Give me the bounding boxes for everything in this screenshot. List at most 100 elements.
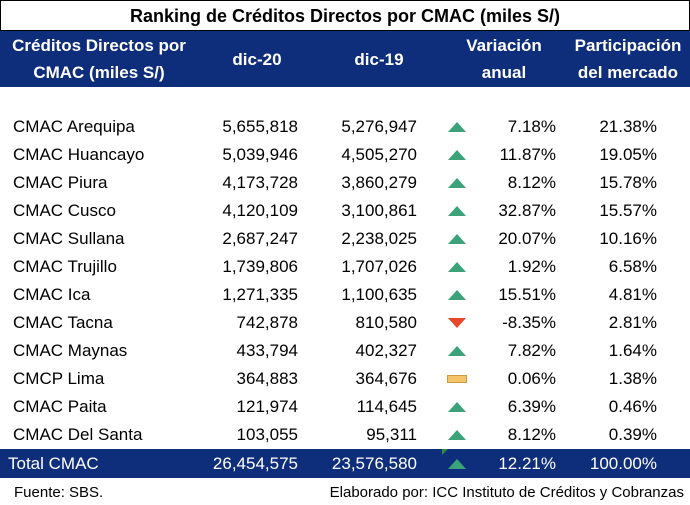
table-row: CMAC Paita 121,974 114,645 6.39% 0.46% — [0, 393, 690, 421]
cell-name: CMAC Arequipa — [13, 117, 135, 136]
up-icon — [448, 458, 466, 469]
total-name: Total CMAC — [8, 454, 99, 473]
flat-icon — [447, 375, 467, 383]
header-name: Créditos Directos por CMAC (miles S/) — [0, 31, 198, 87]
total-dic20: 26,454,575 — [212, 454, 298, 473]
cell-dic20: 1,739,806 — [222, 257, 298, 276]
cell-name: CMAC Sullana — [13, 229, 125, 248]
total-trend — [444, 449, 470, 478]
cell-trend — [444, 421, 470, 449]
cell-dic19: 5,276,947 — [341, 117, 417, 136]
cell-dic19: 114,645 — [356, 397, 417, 416]
footer: Fuente: SBS. Elaborado por: ICC Institut… — [0, 480, 690, 505]
cell-part: 1.64% — [608, 341, 657, 360]
cell-dic20: 1,271,335 — [222, 285, 298, 304]
table-row: CMAC Arequipa 5,655,818 5,276,947 7.18% 21.3… — [0, 113, 690, 141]
header-dic20: dic-20 — [232, 49, 282, 69]
cell-part: 10.16% — [599, 229, 657, 248]
table-row: CMAC Tacna 742,878 810,580 -8.35% 2.81% — [0, 309, 690, 337]
table-title: Ranking de Créditos Directos por CMAC (m… — [0, 0, 690, 31]
cell-dic20: 742,878 — [236, 313, 298, 332]
cell-dic20: 433,794 — [236, 341, 298, 360]
cell-dic20: 4,173,728 — [222, 173, 298, 192]
cell-trend — [444, 337, 470, 365]
cell-trend — [444, 113, 470, 141]
up-icon — [448, 178, 466, 188]
table-row: CMAC Cusco 4,120,109 3,100,861 32.87% 15.57% — [0, 197, 690, 225]
cell-name: CMAC Del Santa — [13, 425, 143, 444]
cell-name: CMAC Cusco — [13, 201, 116, 220]
header-dic19: dic-19 — [354, 49, 404, 69]
cell-trend — [444, 169, 470, 197]
cell-dic19: 2,238,025 — [341, 229, 417, 248]
cell-dic19: 3,100,861 — [341, 201, 417, 220]
up-icon — [448, 150, 466, 160]
cell-var: 0.06% — [507, 369, 556, 388]
cell-part: 1.38% — [608, 369, 657, 388]
cell-var: 8.12% — [507, 173, 556, 192]
header-var-line1: Variación — [466, 36, 542, 55]
header-participacion: Participación del mercado — [566, 31, 690, 87]
table-row: CMAC Trujillo 1,739,806 1,707,026 1.92% 6.58… — [0, 253, 690, 281]
source-note: Fuente: SBS. — [14, 484, 104, 501]
credit-note: Elaborado por: ICC Instituto de Créditos… — [329, 484, 684, 501]
cell-part: 21.38% — [599, 117, 657, 136]
cell-name: CMAC Trujillo — [13, 257, 117, 276]
table-header: Créditos Directos por CMAC (miles S/) dic… — [0, 31, 690, 87]
cell-part: 0.46% — [608, 397, 657, 416]
cell-var: 1.92% — [507, 257, 556, 276]
up-icon — [448, 290, 466, 300]
cell-trend — [444, 253, 470, 281]
cell-var: 7.18% — [507, 117, 556, 136]
cell-trend — [444, 197, 470, 225]
cell-name: CMAC Maynas — [13, 341, 128, 360]
header-part-line2: del mercado — [577, 63, 679, 82]
cell-dic19: 1,707,026 — [341, 257, 417, 276]
cell-name: CMCP Lima — [13, 369, 105, 388]
up-icon — [448, 206, 466, 216]
table-row: CMAC Ica 1,271,335 1,100,635 15.51% 4.81% — [0, 281, 690, 309]
cell-var: 20.07% — [498, 229, 556, 248]
cell-name: CMAC Tacna — [13, 313, 113, 332]
total-dic19: 23,576,580 — [331, 454, 417, 473]
table-row: CMAC Piura 4,173,728 3,860,279 8.12% 15.78% — [0, 169, 690, 197]
cell-name: CMAC Huancayo — [13, 145, 145, 164]
table-row: CMAC Huancayo 5,039,946 4,505,270 11.87% 19.… — [0, 141, 690, 169]
total-var: 12.21% — [498, 454, 556, 473]
header-var-line2: anual — [481, 63, 527, 82]
cell-var: 15.51% — [498, 285, 556, 304]
cell-part: 6.58% — [608, 257, 657, 276]
cell-dic19: 402,327 — [355, 341, 417, 360]
up-icon — [448, 346, 466, 356]
cell-part: 15.78% — [599, 173, 657, 192]
up-icon — [448, 122, 466, 132]
cell-var: -8.35% — [502, 313, 556, 332]
cell-dic20: 4,120,109 — [222, 201, 298, 220]
up-icon — [448, 262, 466, 272]
table-row: CMAC Maynas 433,794 402,327 7.82% 1.64% — [0, 337, 690, 365]
table-row: CMAC Del Santa 103,055 95,311 8.12% 0.39% — [0, 421, 690, 449]
cell-part: 4.81% — [608, 285, 657, 304]
up-icon — [448, 234, 466, 244]
table-row: CMAC Sullana 2,687,247 2,238,025 20.07% 10.1… — [0, 225, 690, 253]
cell-dic19: 810,580 — [355, 313, 417, 332]
down-icon — [448, 318, 466, 328]
cell-var: 32.87% — [498, 201, 556, 220]
cell-dic19: 364,676 — [355, 369, 417, 388]
total-row: Total CMAC 26,454,575 23,576,580 12.21% … — [0, 449, 690, 478]
table-row: CMCP Lima 364,883 364,676 0.06% 1.38% — [0, 365, 690, 393]
cell-trend — [444, 141, 470, 169]
cell-dic20: 364,883 — [236, 369, 298, 388]
cell-trend — [444, 365, 470, 393]
cell-dic20: 2,687,247 — [222, 229, 298, 248]
cell-var: 8.12% — [507, 425, 556, 444]
cell-dic19: 95,311 — [366, 425, 417, 444]
header-name-line1: Créditos Directos por — [12, 36, 186, 55]
up-icon — [448, 430, 466, 440]
cell-var: 6.39% — [507, 397, 556, 416]
cell-var: 11.87% — [499, 145, 556, 164]
cell-dic20: 121,974 — [236, 397, 298, 416]
cell-part: 0.39% — [608, 425, 657, 444]
cell-trend — [444, 309, 470, 337]
header-part-line1: Participación — [574, 36, 682, 55]
